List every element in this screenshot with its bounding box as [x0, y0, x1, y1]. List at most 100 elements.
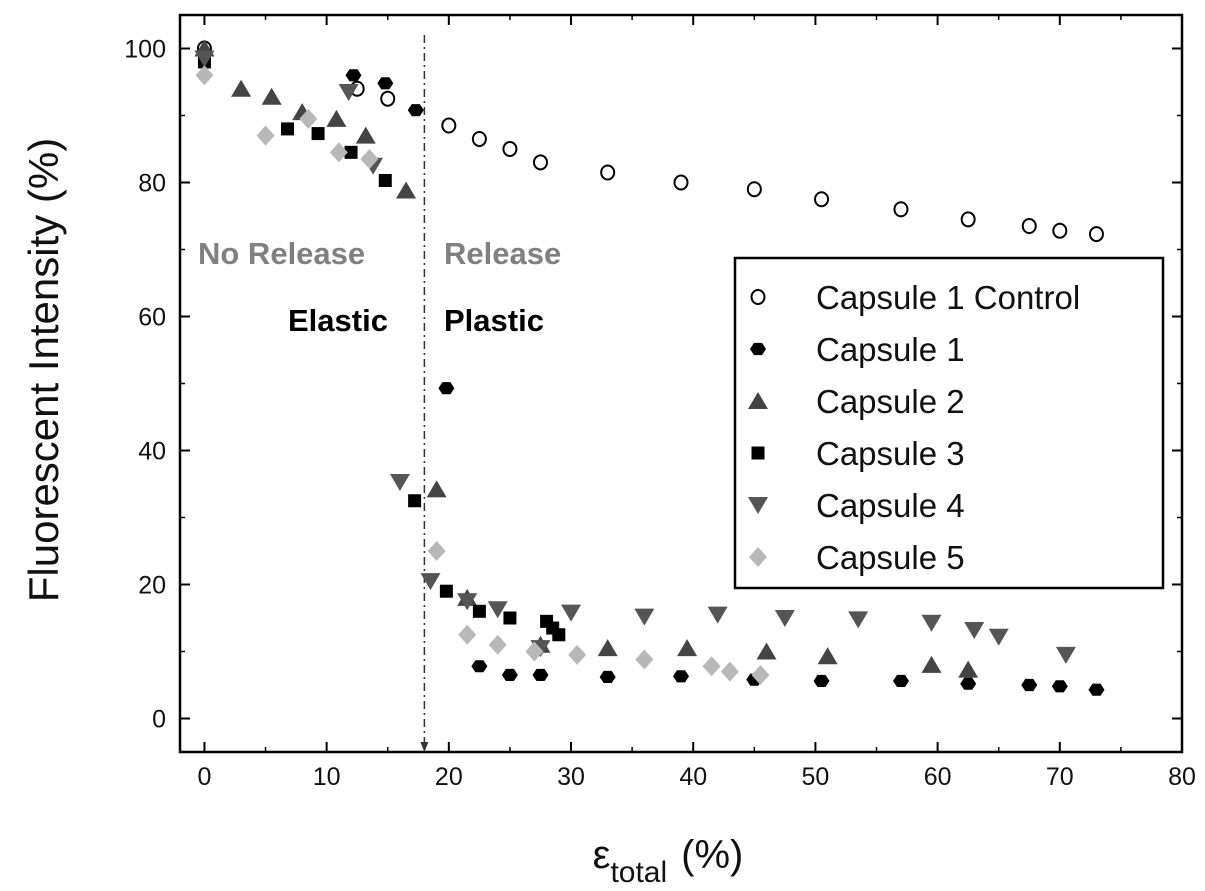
data-point: [281, 122, 295, 136]
data-point: [345, 69, 362, 82]
x-axis-symbol: ε: [593, 833, 611, 877]
data-point: [194, 50, 215, 68]
data-point: [407, 104, 424, 117]
x-tick-label: 60: [924, 763, 952, 791]
data-point: [377, 77, 394, 90]
data-point: [503, 611, 517, 625]
data-point: [457, 593, 478, 611]
data-point: [472, 604, 486, 618]
data-point: [552, 628, 566, 642]
data-point: [634, 608, 655, 626]
data-point: [817, 647, 838, 665]
data-point: [597, 639, 618, 657]
data-point: [921, 614, 942, 632]
data-point: [532, 154, 548, 171]
x-tick-label: 80: [1168, 763, 1196, 791]
legend-items: Capsule 1 Control Capsule 1 Capsule 2 Capsu…: [748, 279, 1080, 576]
data-point: [673, 174, 689, 191]
y-tick-label: 60: [138, 304, 166, 332]
data-point: [501, 668, 518, 681]
data-point: [774, 610, 795, 627]
legend-item: Capsule 4: [748, 487, 965, 524]
y-tick-label: 0: [152, 706, 166, 734]
data-point: [427, 541, 446, 561]
legend-label: Capsule 1: [816, 331, 965, 368]
y-tick-label: 80: [138, 170, 166, 198]
x-tick-label: 20: [435, 763, 463, 791]
data-point: [814, 191, 830, 208]
legend-marker: [748, 497, 768, 514]
data-point: [600, 164, 616, 181]
data-point: [389, 473, 410, 491]
y-tick-label: 20: [138, 572, 166, 600]
data-point: [751, 664, 770, 685]
data-point: [1055, 646, 1076, 664]
data-point: [487, 601, 508, 619]
x-tick-label: 30: [557, 763, 585, 791]
data-point: [532, 668, 549, 681]
data-point: [1052, 222, 1068, 239]
data-point: [360, 149, 379, 170]
data-point: [408, 494, 422, 508]
series-4: [197, 55, 566, 642]
x-tick-label: 10: [313, 763, 341, 791]
data-point: [1088, 683, 1105, 696]
data-point: [256, 125, 275, 146]
x-axis-unit: (%): [681, 833, 743, 877]
data-point: [1088, 226, 1104, 243]
data-point: [380, 90, 396, 107]
data-point: [673, 670, 689, 683]
legend-label: Capsule 2: [816, 383, 965, 420]
legend-label: Capsule 4: [816, 487, 965, 524]
x-axis-title: εtotal (%): [593, 833, 744, 889]
data-point: [344, 145, 358, 159]
series-6: [195, 65, 770, 685]
data-point: [1021, 218, 1037, 235]
data-point: [195, 65, 214, 86]
data-point: [921, 655, 942, 673]
legend-label: Capsule 3: [816, 435, 965, 472]
plastic-label: Plastic: [444, 303, 544, 338]
no-release-label: No Release: [198, 236, 365, 271]
data-point: [378, 173, 392, 187]
data-point: [746, 181, 762, 198]
legend-marker: [748, 392, 768, 409]
data-point: [502, 141, 518, 157]
data-point: [599, 670, 616, 683]
data-point: [299, 108, 318, 129]
release-label: Release: [444, 236, 561, 271]
data-point: [960, 211, 976, 228]
data-point: [471, 660, 488, 673]
threshold-layer: [420, 35, 429, 752]
data-point: [488, 634, 507, 655]
legend-marker: [751, 446, 765, 460]
data-point: [458, 624, 477, 645]
data-point: [438, 382, 455, 395]
legend-marker: [749, 547, 767, 567]
data-point: [426, 480, 447, 498]
x-tick-label: 70: [1046, 763, 1074, 791]
data-point: [988, 628, 1009, 646]
elastic-label: Elastic: [288, 303, 388, 338]
data-point: [261, 87, 282, 105]
legend: Capsule 1 Control Capsule 1 Capsule 2 Capsu…: [733, 256, 1165, 590]
data-point: [848, 611, 869, 629]
legend-item: Capsule 1 Control: [750, 279, 1080, 316]
data-point: [813, 674, 830, 687]
legend-label: Capsule 5: [816, 539, 965, 576]
data-point: [439, 584, 453, 598]
data-point: [561, 604, 582, 622]
axes-layer: 0 10 20 30 40 50 60 70 80 0 20 40 60 80 100: [124, 13, 1196, 791]
x-tick-label: 50: [802, 763, 830, 791]
data-point: [964, 622, 985, 640]
data-point: [525, 641, 544, 662]
y-tick-label: 100: [124, 36, 166, 64]
data-point: [677, 639, 698, 657]
series-2: [345, 69, 1105, 696]
data-point: [707, 606, 728, 624]
data-point: [702, 656, 721, 677]
x-tick-label: 0: [197, 763, 211, 791]
legend-box: [733, 256, 1165, 590]
threshold-arrow: [420, 742, 429, 752]
